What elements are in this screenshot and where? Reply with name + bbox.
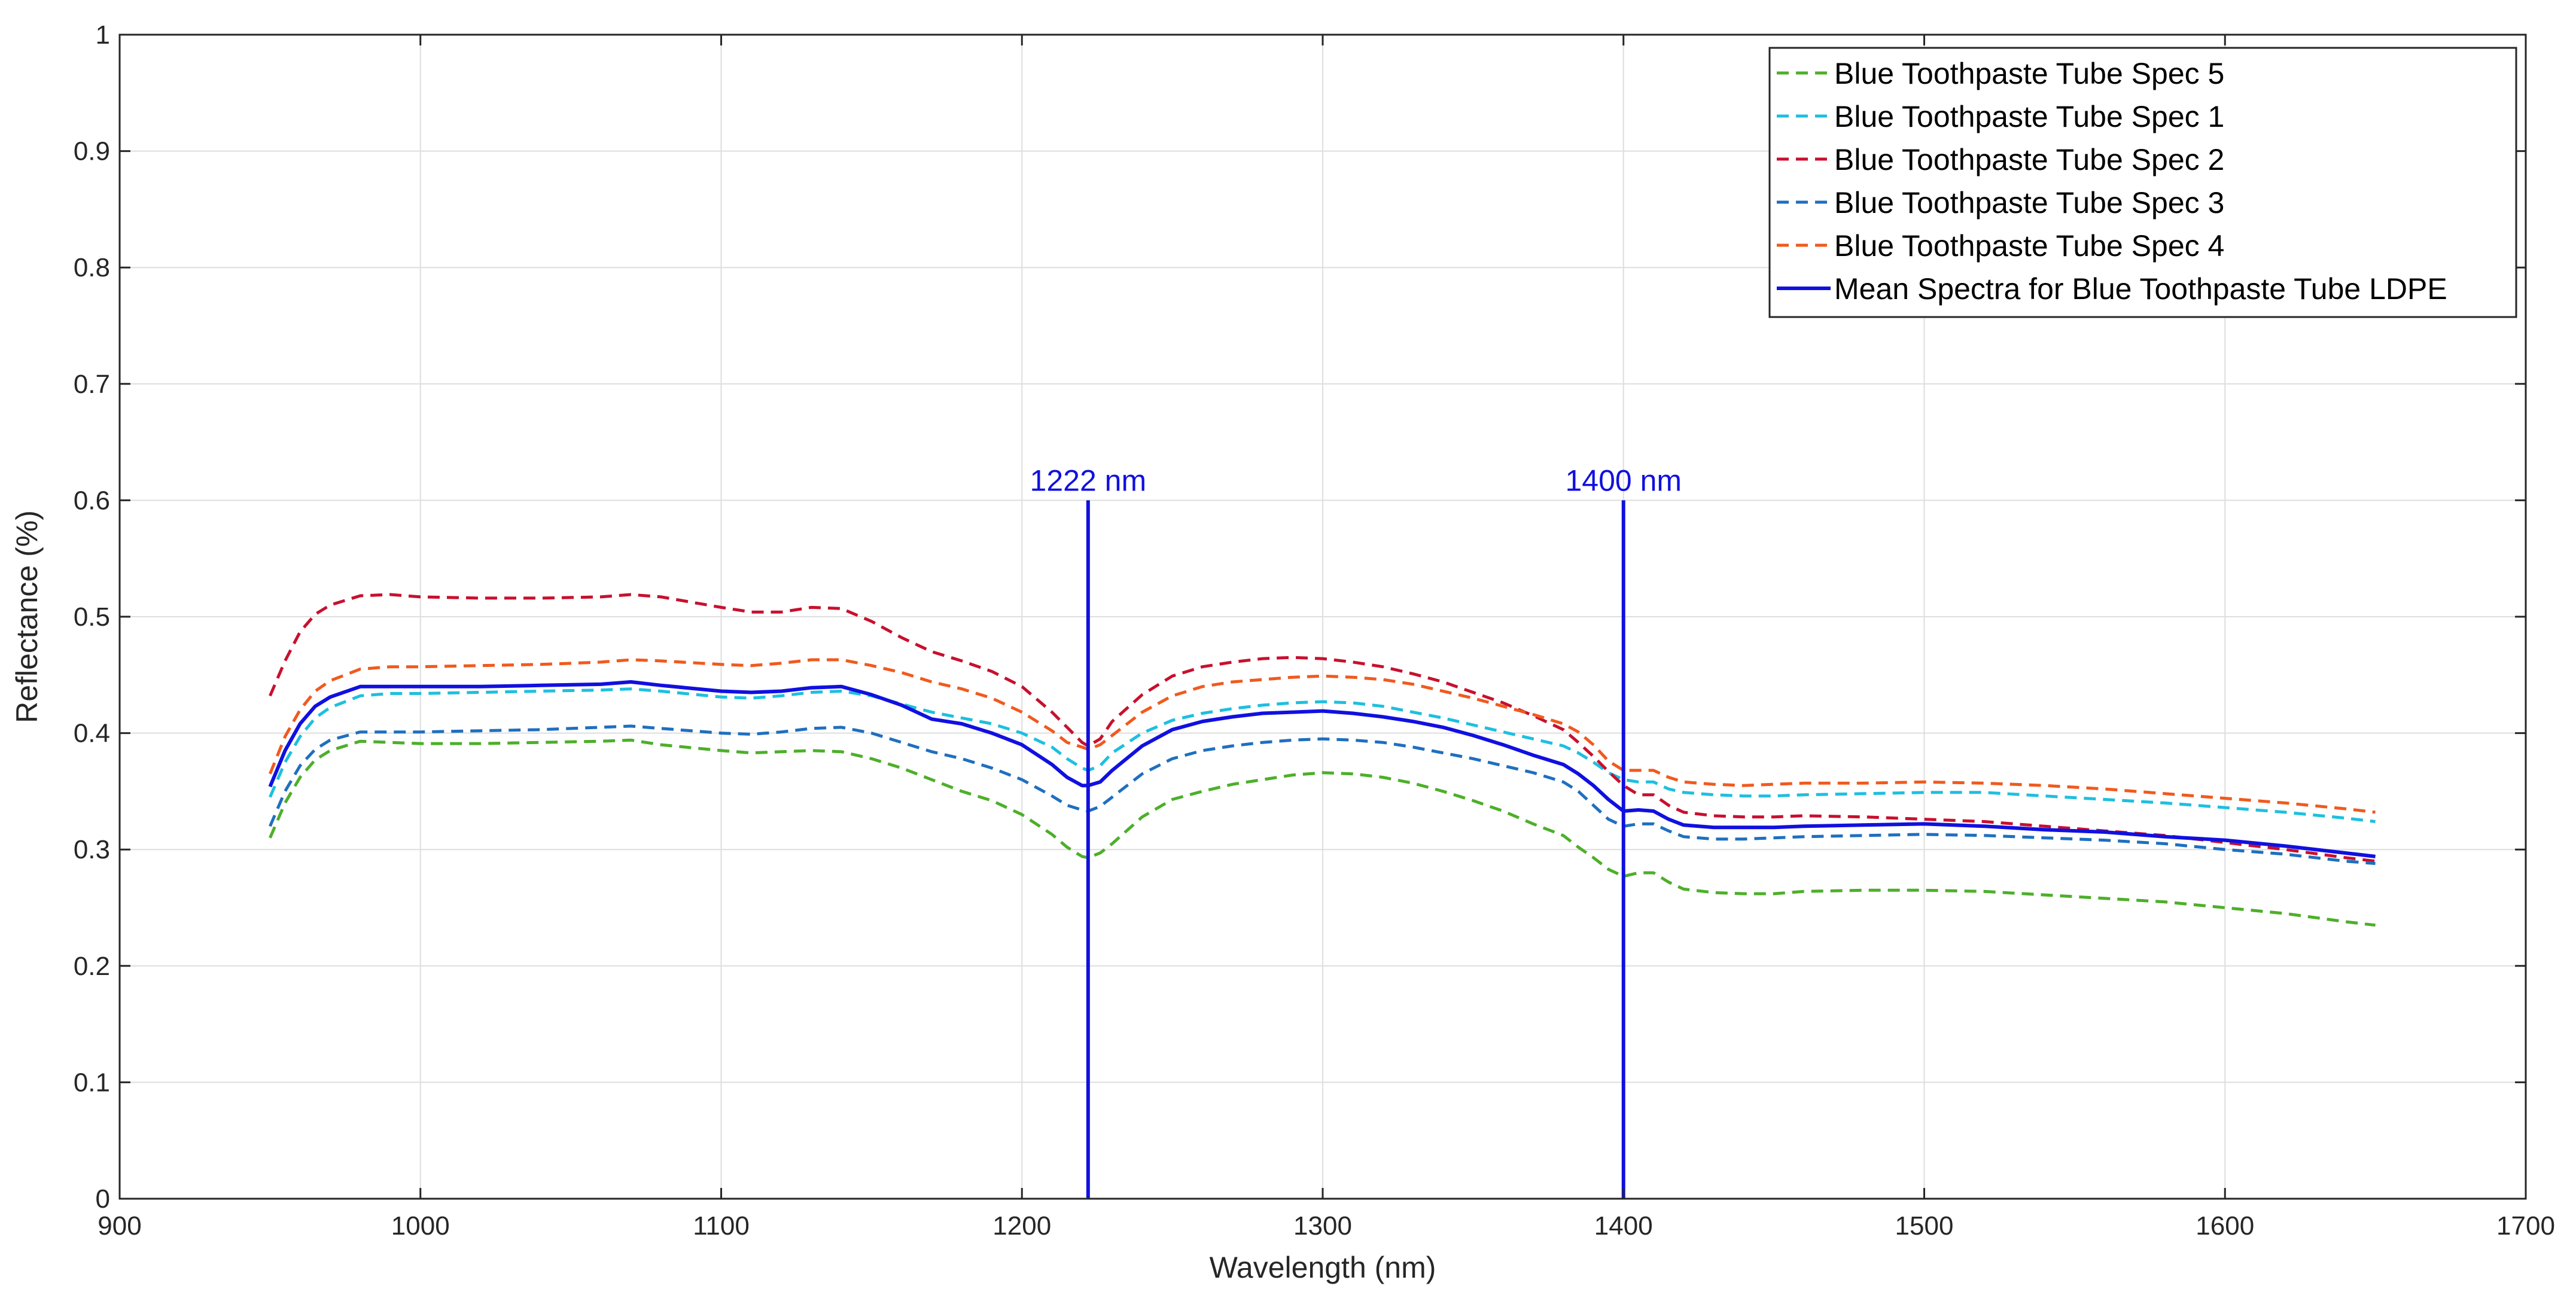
series-line-6: [268, 680, 2376, 858]
y-tick-label: 0.9: [74, 137, 110, 166]
x-tick-label: 1300: [1293, 1211, 1352, 1241]
marker-label-2: 1400 nm: [1565, 464, 1682, 497]
x-tick-label: 1000: [391, 1211, 450, 1241]
x-tick-label: 900: [98, 1211, 141, 1241]
y-tick-label: 0.3: [74, 835, 110, 864]
legend-label-4: Blue Toothpaste Tube Spec 3: [1834, 186, 2224, 220]
series-line-5: [269, 658, 2376, 814]
series-line-4: [269, 724, 2376, 866]
series-line-1: [269, 738, 2376, 927]
y-tick-label: 0.5: [74, 602, 110, 632]
series-group: [268, 593, 2376, 927]
legend-label-6: Mean Spectra for Blue Toothpaste Tube LD…: [1834, 272, 2447, 306]
x-tick-label: 1200: [992, 1211, 1051, 1241]
x-tick-label: 1600: [2196, 1211, 2254, 1241]
y-tick-label: 0.4: [74, 719, 110, 748]
y-tick-label: 0.1: [74, 1068, 110, 1097]
series-line-3: [269, 593, 2376, 863]
legend-label-5: Blue Toothpaste Tube Spec 4: [1834, 229, 2224, 263]
y-axis-title: Reflectance (%): [10, 510, 44, 723]
legend-label-1: Blue Toothpaste Tube Spec 5: [1834, 57, 2224, 90]
marker-label-1: 1222 nm: [1030, 464, 1147, 497]
legend-label-3: Blue Toothpaste Tube Spec 2: [1834, 143, 2224, 176]
x-axis-title: Wavelength (nm): [1210, 1251, 1436, 1284]
x-tick-labels: 900 1000 1100 1200 1300 1400 1500 1600 1700: [98, 1211, 2555, 1241]
legend-box: [1768, 47, 2517, 318]
legend-label-2: Blue Toothpaste Tube Spec 1: [1834, 100, 2224, 133]
grid-lines: [120, 35, 2526, 1199]
series-line-2: [269, 687, 2376, 823]
x-tick-label: 1100: [693, 1211, 750, 1241]
wavelength-markers: 1222 nm 1400 nm: [1030, 464, 1682, 1199]
y-tick-label: 0.6: [74, 486, 110, 515]
x-tick-label: 1400: [1594, 1211, 1653, 1241]
x-tick-label: 1700: [2496, 1211, 2555, 1241]
legend: Blue Toothpaste Tube Spec 5 Blue Toothpas…: [1768, 47, 2517, 318]
y-tick-label: 0: [96, 1184, 110, 1214]
y-tick-label: 0.8: [74, 253, 110, 282]
axis-ticks: [118, 33, 2527, 1200]
y-tick-label: 1: [96, 20, 110, 50]
y-tick-labels: 0 0.1 0.2 0.3 0.4 0.5 0.6 0.7 0.8 0.9 1: [74, 20, 110, 1214]
y-tick-label: 0.7: [74, 370, 110, 399]
x-tick-label: 1500: [1895, 1211, 1954, 1241]
y-tick-label: 0.2: [74, 952, 110, 981]
